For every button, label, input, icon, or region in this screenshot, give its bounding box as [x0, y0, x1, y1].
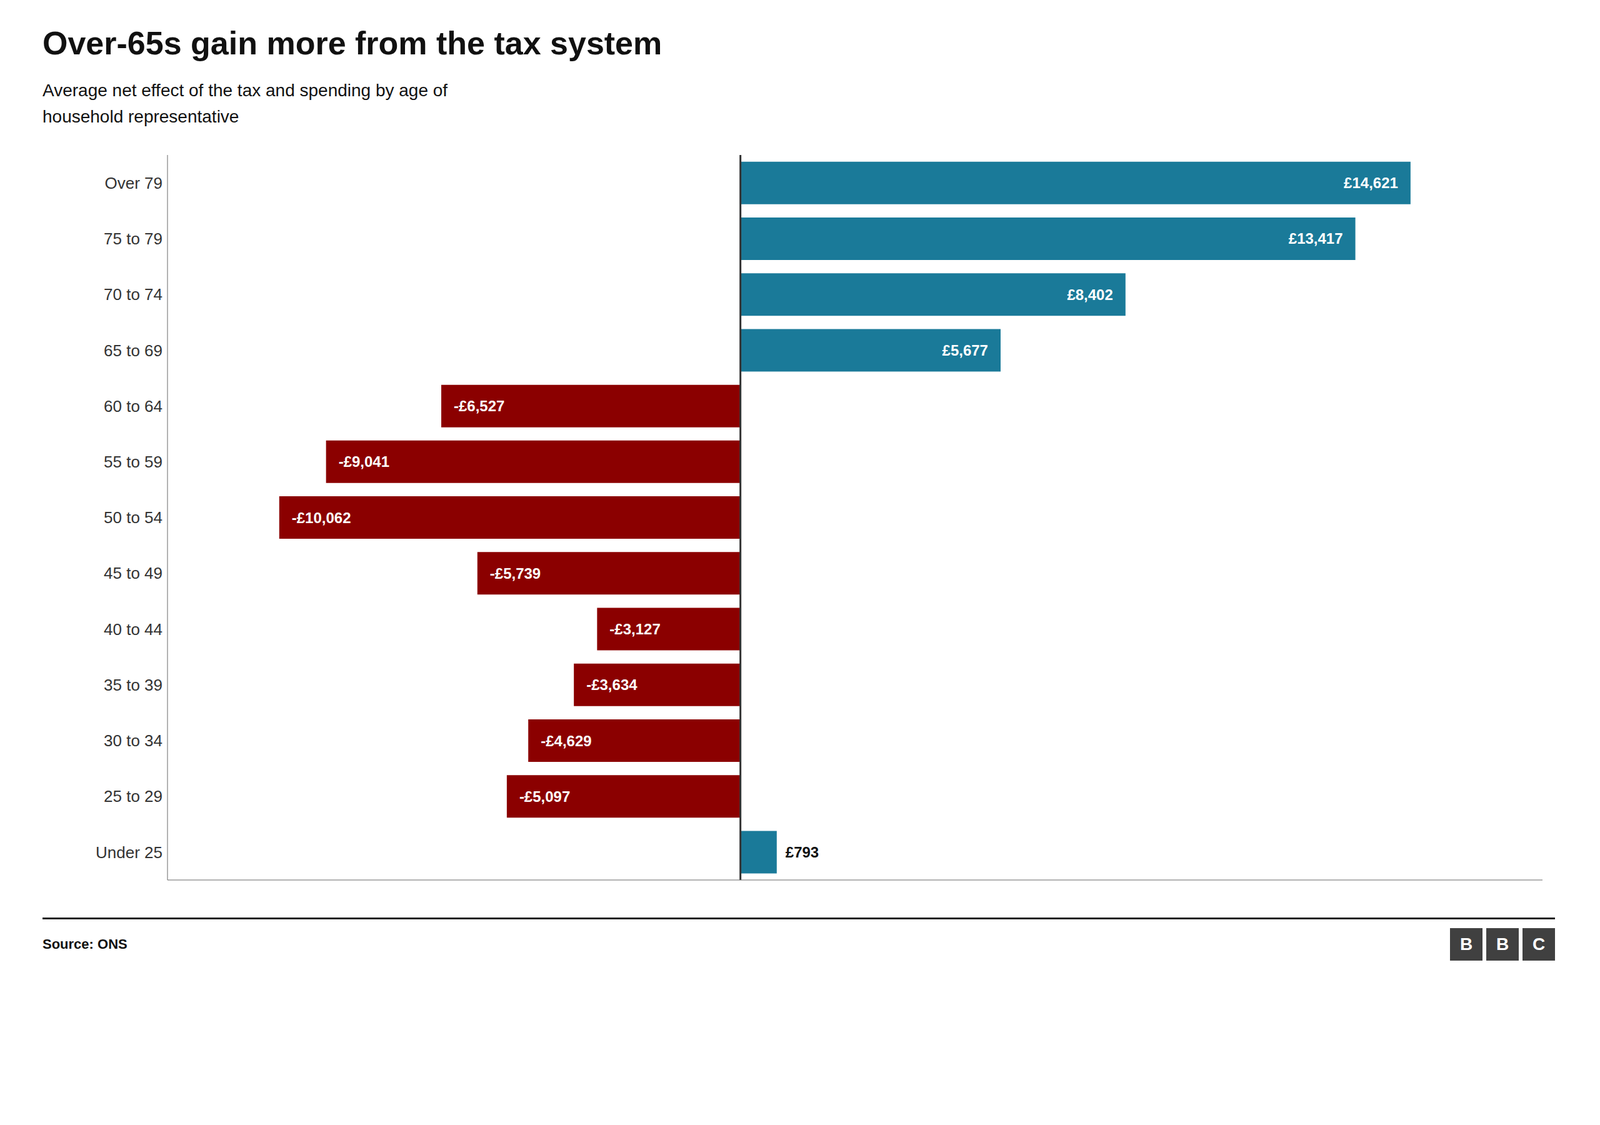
html-text:C: C [1532, 934, 1546, 954]
svg-text:-£9,041: -£9,041 [338, 453, 390, 471]
svg-text:55 to 59: 55 to 59 [103, 452, 163, 472]
html-text:Over-65s gain more from the ta: Over-65s gain more from the tax system [42, 25, 663, 62]
html-text:Source: ONS: Source: ONS [42, 936, 128, 953]
svg-text:25 to 29: 25 to 29 [103, 787, 163, 807]
svg-text:35 to 39: 35 to 39 [103, 675, 163, 695]
svg-text:-£6,527: -£6,527 [453, 398, 505, 415]
svg-text:70 to 74: 70 to 74 [103, 285, 163, 305]
svg-text:-£10,062: -£10,062 [291, 509, 352, 527]
svg-text:60 to 64: 60 to 64 [103, 396, 163, 416]
svg-text:75 to 79: 75 to 79 [103, 229, 163, 249]
svg-text:£13,417: £13,417 [1288, 230, 1344, 248]
svg-text:£8,402: £8,402 [1066, 286, 1113, 304]
html-text:Average net effect of the tax: Average net effect of the tax and spendi… [42, 80, 448, 127]
svg-text:-£3,127: -£3,127 [609, 620, 660, 638]
svg-text:£5,677: £5,677 [942, 341, 989, 359]
svg-text:£14,621: £14,621 [1343, 175, 1399, 192]
svg-text:45 to 49: 45 to 49 [103, 564, 163, 584]
html-text:B: B [1459, 934, 1473, 954]
svg-text:40 to 44: 40 to 44 [103, 620, 163, 639]
svg-text:30 to 34: 30 to 34 [103, 731, 163, 751]
svg-text:-£5,097: -£5,097 [519, 788, 570, 805]
html-text:B: B [1496, 934, 1509, 954]
svg-text:50 to 54: 50 to 54 [103, 508, 163, 528]
svg-text:-£5,739: -£5,739 [490, 565, 541, 582]
svg-text:Under 25: Under 25 [95, 843, 163, 862]
svg-text:-£3,634: -£3,634 [586, 676, 638, 694]
svg-text:Over 79: Over 79 [105, 173, 164, 193]
svg-text:-£4,629: -£4,629 [540, 732, 592, 750]
svg-text:£793: £793 [785, 843, 819, 861]
svg-text:65 to 69: 65 to 69 [103, 341, 163, 360]
